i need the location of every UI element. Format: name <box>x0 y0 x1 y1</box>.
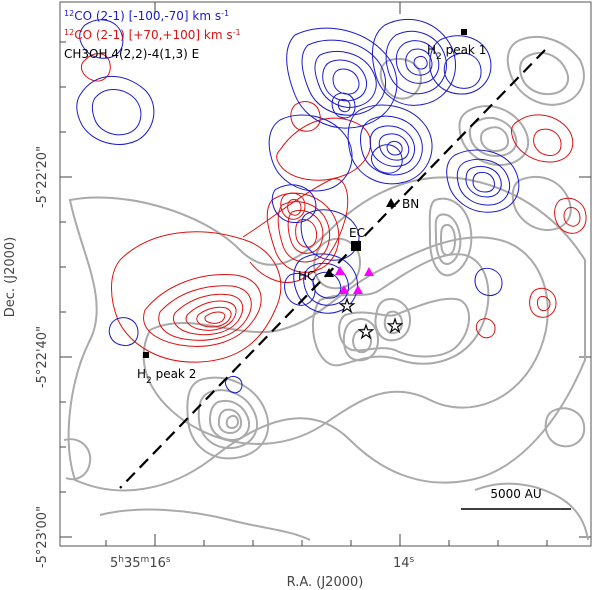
star-markers <box>338 297 404 340</box>
red-co-contours <box>81 53 587 363</box>
y-tick-label: -5°22'20" <box>35 146 50 208</box>
magenta-triangle <box>335 266 345 275</box>
magenta-triangle <box>339 285 349 294</box>
legend-entry-red: 12CO (2-1) [+70,+100] km s-1 <box>64 28 241 43</box>
y-ticks <box>60 41 591 538</box>
x-ticks <box>105 2 548 546</box>
magenta-triangles <box>335 266 374 294</box>
star-marker <box>338 297 356 314</box>
ec-marker <box>351 241 361 251</box>
blue-co-contours <box>76 18 520 394</box>
x-tick-labels: 5h35m16s 14s <box>110 555 415 571</box>
x-tick-label: 5h35m16s <box>110 555 171 571</box>
bn-marker <box>386 198 396 207</box>
h2-peak2-marker <box>143 352 149 358</box>
hc-label: HC <box>298 269 315 283</box>
h2-peak1-label: H2 peak 1 <box>427 43 486 62</box>
x-axis-label: R.A. (J2000) <box>287 575 364 590</box>
y-tick-label: -5°23'00" <box>35 506 50 568</box>
hc-marker <box>324 268 334 277</box>
scale-bar-label: 5000 AU <box>490 487 541 501</box>
outflow-axis-line <box>119 49 546 489</box>
magenta-triangle <box>353 285 363 294</box>
legend: 12CO (2-1) [-100,-70] km s-1 12CO (2-1) … <box>64 9 241 62</box>
h2-peak1-marker <box>461 29 467 35</box>
y-tick-label: -5°22'40" <box>35 326 50 388</box>
star-marker <box>386 317 404 334</box>
legend-entry-blue: 12CO (2-1) [-100,-70] km s-1 <box>64 9 229 24</box>
y-axis-label: Dec. (J2000) <box>3 237 18 317</box>
plot-frame <box>59 1 592 547</box>
magenta-triangle <box>364 267 374 276</box>
source-markers: BN EC HC H2 peak 1 H2 peak 2 <box>137 29 486 386</box>
x-tick-label: 14s <box>393 555 415 571</box>
y-tick-labels: -5°22'20" -5°22'40" -5°23'00" <box>35 146 50 568</box>
legend-entry-ch3oh: CH3OH 4(2,2)-4(1,3) E <box>64 47 199 61</box>
star-marker <box>357 323 375 340</box>
h2-peak2-label: H2 peak 2 <box>137 367 196 386</box>
ec-label: EC <box>349 226 365 240</box>
bn-label: BN <box>402 197 419 211</box>
